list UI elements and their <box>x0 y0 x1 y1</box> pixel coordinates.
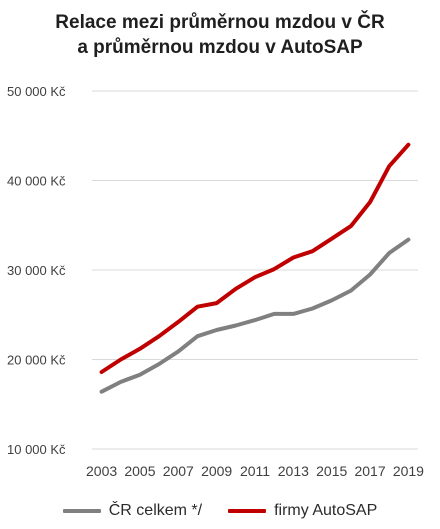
x-tick-label: 2007 <box>163 463 194 479</box>
x-tick-label: 2009 <box>201 463 232 479</box>
legend-item-autosap: firmy AutoSAP <box>228 502 377 520</box>
chart-title: Relace mezi průměrnou mzdou v ČR a průmě… <box>0 10 440 60</box>
x-tick-label: 2003 <box>86 463 117 479</box>
legend-label-cr: ČR celkem */ <box>108 502 203 519</box>
chart-title-line-1: Relace mezi průměrnou mzdou v ČR <box>55 12 385 33</box>
x-axis-labels: 2003 2005 2007 2009 2011 2013 2015 2017 2019 <box>86 463 424 479</box>
x-tick-label: 2019 <box>393 463 424 479</box>
x-tick-label: 2015 <box>316 463 347 479</box>
y-tick-label: 50 000 Kč <box>7 84 66 99</box>
gridlines <box>92 90 418 450</box>
x-tick-label: 2011 <box>240 463 270 479</box>
series-line-cr <box>99 237 411 394</box>
legend-label-autosap: firmy AutoSAP <box>274 502 378 519</box>
chart-title-line-2: a průměrnou mzdou v AutoSAP <box>77 37 363 58</box>
x-tick-label: 2017 <box>354 463 385 479</box>
series-line-autosap <box>99 142 411 374</box>
y-axis-labels: 10 000 Kč 20 000 Kč 30 000 Kč 40 000 Kč 50 0… <box>7 84 66 457</box>
y-tick-label: 40 000 Kč <box>7 174 66 189</box>
x-tick-label: 2005 <box>124 463 155 479</box>
legend-item-cr: ČR celkem */ <box>62 502 203 520</box>
legend-swatch-cr <box>62 509 101 513</box>
legend: ČR celkem */ firmy AutoSAP <box>0 496 440 526</box>
y-tick-label: 10 000 Kč <box>7 442 66 457</box>
y-tick-label: 30 000 Kč <box>7 263 66 278</box>
x-tick-label: 2013 <box>278 463 309 479</box>
series-lines <box>99 142 411 394</box>
y-tick-label: 20 000 Kč <box>7 353 66 368</box>
legend-swatch-autosap <box>228 509 267 513</box>
